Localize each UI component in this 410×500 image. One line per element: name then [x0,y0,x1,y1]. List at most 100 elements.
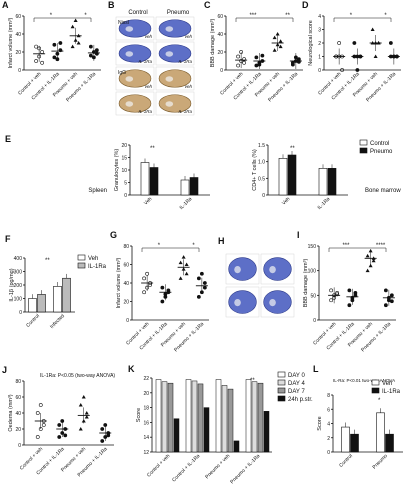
legend-swatch [277,379,286,386]
data-point [106,433,111,438]
data-point [202,281,207,285]
panel-K-tick-label: 20 [143,391,149,397]
panel-A-tick-label: 0 [18,68,21,74]
bar [385,433,394,453]
panel-D-tick-label: 4 [318,14,321,20]
data-point [196,294,201,299]
sig-label: ** [150,146,155,152]
panel-I-tick-label: 50 [310,293,316,299]
panel-I-tick-label: 150 [308,244,317,250]
panel-label: A [2,0,9,10]
data-point [202,285,207,290]
panel-K-ylabel: Score [136,408,142,422]
bar [233,440,240,453]
data-point [76,41,81,45]
panel-D-ylabel: Neurological score [308,20,314,66]
panel-E-right-tick-label: 1.5 [258,143,265,149]
bar [221,385,228,453]
panel-label: C [204,0,211,10]
panel-A-tick-label: 20 [15,50,21,56]
panel-label: K [128,364,135,374]
group-label: Pneumo + veh [204,453,231,480]
panel-label: J [2,365,7,375]
panel-C-tick-label: 60 [217,14,223,20]
data-point [275,32,280,36]
sig-label: * [158,243,161,249]
panel-A-ylabel: Infarct volume (mm³) [8,17,14,68]
panel-J-tick-label: 20 [15,427,21,433]
data-point [178,276,183,280]
data-point [52,42,57,47]
data-point [272,48,277,52]
lesion [125,51,134,57]
data-point [38,403,43,407]
data-point [178,260,183,265]
panel-L-tick-label: 4 [327,422,330,428]
data-point [78,403,83,407]
panel-J-ylabel: Oedema (mm³) [8,394,14,431]
lesion [165,51,174,57]
legend-label: Control [370,141,389,147]
panel-F-tick-label: 400 [14,256,23,262]
legend-swatch [77,254,86,261]
panel-label: B [108,0,115,10]
bar [185,379,192,453]
data-point [57,435,62,439]
sig-label: * [378,398,381,404]
legend-swatch [371,387,380,394]
brain-section [118,19,152,38]
panel-C-ylabel: BBB damage (mm³) [210,19,216,68]
data-point [383,288,388,293]
data-point [196,276,201,281]
panel-C-tick-label: 0 [220,68,223,74]
panel-label: H [218,236,225,246]
panel-E-left-tick-label: 0 [124,193,127,199]
sig-label: ** [290,146,295,152]
panel-I-tick-label: 0 [313,318,316,324]
lesion [165,101,174,107]
panel-F-ylabel: IL-1β (pg/mg) [9,268,15,301]
data-point [35,411,40,415]
panel-H: H [218,236,295,318]
bar [215,379,222,453]
bar [62,277,71,313]
data-point [388,41,393,45]
category-label: Veh [143,196,153,206]
sig-label: ** [285,13,290,19]
panel-E-right-tick-label: 0 [262,193,265,199]
data-point [160,299,165,304]
panel-F-tick-label: 0 [19,310,22,316]
sig-label: **** [376,243,386,249]
data-point [142,290,147,295]
category-label: Control [338,453,354,469]
brain-section [263,290,292,314]
panel-K-tick-label: 18 [143,406,149,412]
legend-swatch [277,387,286,394]
legend-label: Veh [88,256,98,262]
image-tag: veh [185,84,193,89]
panel-L: L IL-Ra: P<0.01 two-way ANOVA 0 2 4 6 8 Score Co… [313,364,403,471]
data-point [278,44,283,49]
group-label: Pneumo + IL-1Ra [229,453,261,485]
panel-G-tick-label: 20 [123,300,129,306]
data-point [365,253,370,258]
panel-L-tick-label: 0 [327,450,330,456]
data-point [63,433,68,438]
bar [287,154,297,196]
panel-G-tick-label: 0 [126,318,129,324]
data-point [329,298,334,303]
brain-section [118,69,152,88]
bar [318,168,328,196]
data-point [100,439,105,443]
image-tag: veh [145,34,153,39]
data-point [242,57,247,62]
legend-label: DAY 0 [288,373,305,379]
data-point [389,299,394,304]
bar [53,286,62,313]
sig-label: * [84,13,87,19]
panel-K-tick-label: 22 [143,376,149,382]
data-point [347,303,352,308]
bar [245,379,252,453]
